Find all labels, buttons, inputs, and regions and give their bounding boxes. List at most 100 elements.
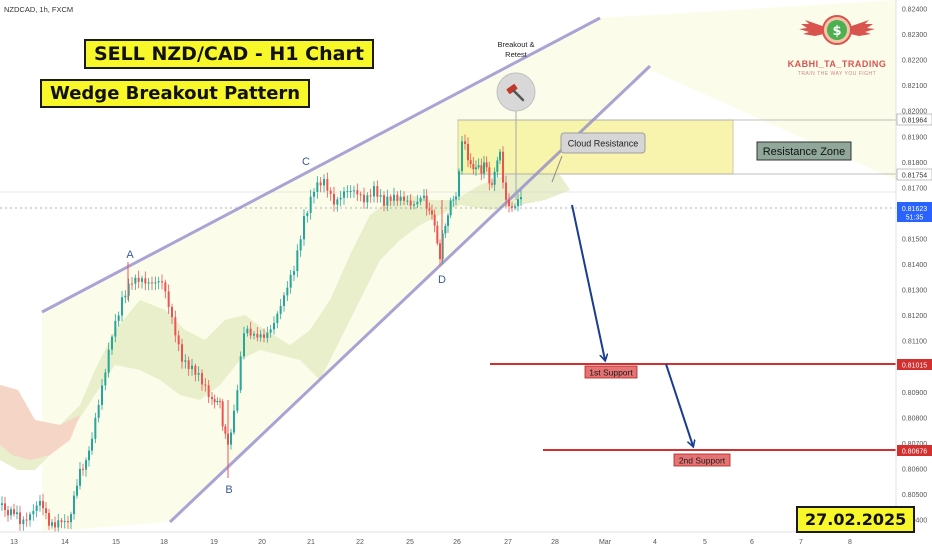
candle-body bbox=[316, 182, 319, 192]
candle-body bbox=[144, 278, 147, 284]
candle-body bbox=[286, 287, 289, 296]
candle-body bbox=[428, 208, 431, 211]
candle-body bbox=[306, 212, 309, 217]
candle-body bbox=[97, 404, 100, 418]
candle-body bbox=[29, 514, 31, 521]
wedge-fill bbox=[42, 0, 896, 532]
tag-support-1 bbox=[897, 359, 932, 370]
time-tick-label: 20 bbox=[258, 539, 266, 546]
candle-body bbox=[243, 333, 245, 357]
price-axis-bg bbox=[896, 0, 932, 550]
candle-body bbox=[439, 243, 441, 260]
arrow-to-support-2 bbox=[665, 363, 693, 446]
point-label-d: D bbox=[438, 274, 446, 286]
candle-body bbox=[406, 200, 409, 202]
candle-body bbox=[369, 195, 372, 197]
cloud-resistance-label: Cloud Resistance bbox=[568, 139, 639, 149]
price-tick-label: 0.80800 bbox=[902, 415, 927, 422]
candle-body bbox=[131, 283, 133, 285]
candle-body bbox=[299, 239, 302, 251]
tag-resistance-top bbox=[896, 113, 932, 126]
candle-body bbox=[91, 438, 93, 451]
price-tick-label: 0.82000 bbox=[902, 109, 927, 116]
candle-body bbox=[436, 225, 439, 244]
candle-body bbox=[289, 274, 292, 288]
point-label-b: B bbox=[225, 484, 232, 496]
brand-logo: $ KABHI_TA_TRADING TRAIN THE WAY YOU FIG… bbox=[782, 12, 892, 77]
price-tick-label: 0.80900 bbox=[902, 390, 927, 397]
ichimoku-cloud-red bbox=[0, 385, 80, 460]
candle-body bbox=[458, 171, 460, 197]
candle-body bbox=[154, 282, 157, 284]
price-tick-label: 0.81300 bbox=[902, 288, 927, 295]
candle-body bbox=[13, 509, 15, 515]
candle-body bbox=[496, 160, 499, 172]
candle-body bbox=[431, 210, 433, 215]
candle-body bbox=[94, 417, 97, 439]
candle-body bbox=[488, 167, 491, 184]
price-tick-label: 0.80600 bbox=[902, 466, 927, 473]
tag-current bbox=[897, 202, 932, 222]
candle-body bbox=[16, 512, 18, 515]
candle-body bbox=[399, 196, 402, 201]
point-label-c: C bbox=[302, 156, 310, 168]
candle-body bbox=[70, 514, 72, 523]
logo-name: KABHI_TA_TRADING bbox=[787, 59, 887, 69]
support-1-label: 1st Support bbox=[589, 368, 633, 378]
candle-body bbox=[201, 373, 203, 385]
candle-body bbox=[329, 190, 332, 194]
candle-body bbox=[483, 162, 485, 174]
candle-body bbox=[7, 510, 9, 516]
candle-body bbox=[207, 385, 210, 398]
candle-body bbox=[491, 183, 493, 185]
candle-body bbox=[249, 328, 252, 336]
price-tick-label: 0.81100 bbox=[902, 339, 927, 346]
candle-body bbox=[339, 197, 342, 200]
candle-body bbox=[79, 468, 81, 486]
candle-body bbox=[269, 329, 272, 333]
candle-body bbox=[349, 190, 352, 192]
price-tick-label: 0.81500 bbox=[902, 236, 927, 243]
candle-body bbox=[505, 182, 507, 200]
candle-body bbox=[469, 160, 472, 165]
time-tick-label: 15 bbox=[112, 539, 120, 546]
time-axis: 13 14 15 18 19 20 21 22 25 26 27 28 Mar 4 5 6 7 8 bbox=[10, 539, 852, 546]
candle-body bbox=[461, 141, 463, 172]
candle-body bbox=[73, 495, 75, 515]
candle-body bbox=[403, 196, 405, 201]
candle-body bbox=[475, 167, 477, 170]
support-1-label-box bbox=[584, 365, 638, 379]
resistance-zone-label-box bbox=[756, 141, 852, 161]
candle-body bbox=[82, 468, 84, 470]
time-tick-label: 7 bbox=[799, 539, 803, 546]
price-tick-label: 0.80700 bbox=[902, 441, 927, 448]
candle-body bbox=[174, 317, 177, 336]
candle-body bbox=[124, 295, 127, 298]
price-tick-label: 0.81700 bbox=[902, 185, 927, 192]
candle-body bbox=[221, 401, 224, 427]
candle-body bbox=[296, 250, 299, 272]
candle-body bbox=[386, 196, 389, 206]
candle-body bbox=[101, 385, 103, 405]
candle-body bbox=[134, 277, 137, 284]
resistance-zone-label: Resistance Zone bbox=[763, 146, 846, 158]
candle-body bbox=[393, 194, 395, 201]
candle-body bbox=[477, 165, 480, 168]
candle-body bbox=[104, 372, 107, 386]
candle-body bbox=[22, 519, 25, 525]
candle-body bbox=[88, 450, 90, 461]
candle-body bbox=[379, 195, 382, 197]
price-tick-label: 0.80500 bbox=[902, 492, 927, 499]
candle-body bbox=[32, 510, 35, 515]
candle-body bbox=[376, 186, 379, 197]
time-tick-label: 4 bbox=[653, 539, 657, 546]
candle-body bbox=[396, 194, 399, 201]
candle-body bbox=[48, 512, 50, 526]
tag-resistance-top-text: 0.81964 bbox=[902, 118, 927, 125]
candle-body bbox=[413, 204, 415, 206]
candle-body bbox=[263, 334, 265, 338]
price-tick-label: 0.81900 bbox=[902, 134, 927, 141]
price-tick-label: 0.82300 bbox=[902, 32, 927, 39]
candle-body bbox=[373, 186, 375, 197]
